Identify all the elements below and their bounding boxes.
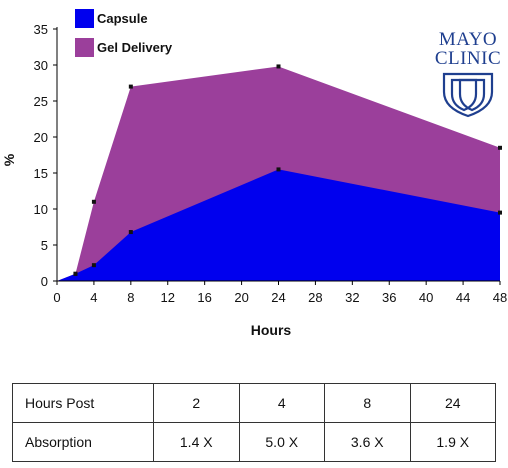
y-tick-label: 15 [34,166,48,181]
x-axis-label: Hours [251,322,292,338]
y-tick-label: 30 [34,58,48,73]
legend-label-capsule: Capsule [97,11,148,26]
table-cell: 24 [409,383,496,423]
logo-text-clinic: CLINIC [435,48,501,69]
y-tick-label: 25 [34,94,48,109]
table-header-cell: Hours Post [12,383,154,423]
y-tick-label: 20 [34,130,48,145]
x-tick-label: 20 [234,290,248,305]
x-tick-label: 40 [419,290,433,305]
table-row: Hours Post 2 4 8 24 [12,383,496,423]
x-tick-label: 28 [308,290,322,305]
data-point-gel-delivery [91,199,96,204]
x-tick-label: 4 [90,290,97,305]
x-tick-label: 36 [382,290,396,305]
area-layer [57,66,500,281]
y-tick-label: 0 [41,274,48,289]
table-cell: 5.0 X [238,422,325,462]
table-cell: 1.4 X [153,422,240,462]
data-point-capsule [91,263,96,268]
y-tick-label: 35 [34,22,48,37]
table-cell: 2 [153,383,240,423]
x-tick-label: 24 [271,290,285,305]
legend-swatch-gel-delivery [75,38,94,57]
data-point-capsule [498,210,502,215]
y-tick-label: 5 [41,238,48,253]
x-tick-label: 48 [493,290,507,305]
logo-text-mayo: MAYO [439,29,497,50]
table-cell: 3.6 X [324,422,411,462]
data-point-gel-delivery [276,64,281,69]
table-header-cell: Absorption [12,422,154,462]
data-point-gel-delivery [498,145,502,150]
y-axis-label: % [1,153,17,166]
area-capsule [57,169,500,281]
legend-swatch-capsule [75,9,94,28]
x-tick-label: 32 [345,290,359,305]
x-tick-label: 8 [127,290,134,305]
table-cell: 1.9 X [409,422,496,462]
data-point-capsule [276,167,281,172]
legend-label-gel-delivery: Gel Delivery [97,40,173,55]
x-tick-label: 16 [197,290,211,305]
data-point-capsule [128,230,133,235]
x-tick-label: 12 [161,290,175,305]
table-row: Absorption 1.4 X 5.0 X 3.6 X 1.9 X [12,422,496,462]
table-cell: 4 [238,383,325,423]
x-tick-label: 44 [456,290,470,305]
data-point-gel-delivery [73,271,78,276]
data-point-gel-delivery [128,84,133,89]
absorption-table: Hours Post 2 4 8 24 Absorption 1.4 X 5.0… [12,383,496,462]
y-tick-label: 10 [34,202,48,217]
mayo-shields-icon [442,72,494,118]
table-cell: 8 [324,383,411,423]
x-tick-label: 0 [53,290,60,305]
marker-layer [73,64,502,276]
mayo-clinic-logo: MAYO CLINIC [435,29,501,118]
legend: Capsule Gel Delivery [75,9,173,57]
